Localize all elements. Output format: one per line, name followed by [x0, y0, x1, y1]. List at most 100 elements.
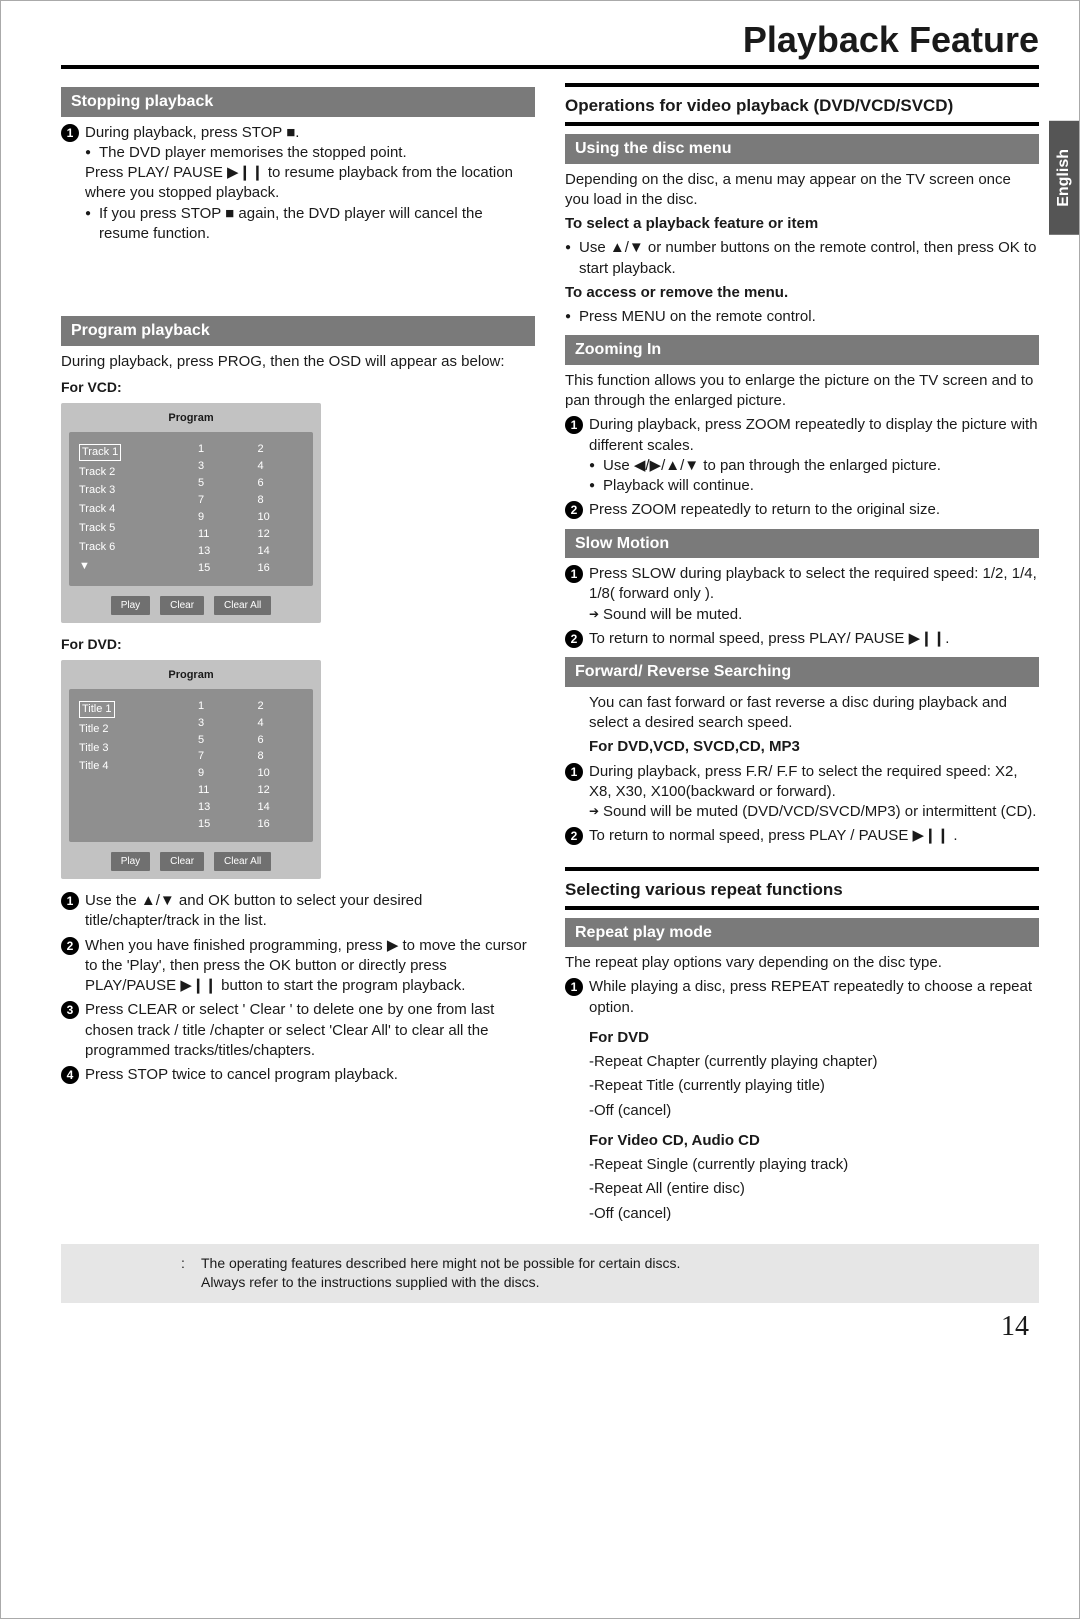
- text: If you press STOP ■ again, the DVD playe…: [85, 204, 535, 245]
- btn-clear-all: Clear All: [214, 852, 271, 872]
- cell: 4: [258, 716, 304, 731]
- bold-label: To select a playback feature or item: [565, 214, 1039, 234]
- cell: 12: [258, 527, 304, 542]
- heading-stopping: Stopping playback: [61, 87, 535, 117]
- text: When you have finished programming, pres…: [85, 937, 527, 995]
- cell: 11: [198, 527, 244, 542]
- right-column: Operations for video playback (DVD/VCD/S…: [565, 79, 1039, 1228]
- text: You can fast forward or fast reverse a d…: [589, 693, 1039, 734]
- heading-zoom: Zooming In: [565, 335, 1039, 365]
- num-grid: 12 34 56 78 910 1112 1314 1516: [198, 699, 303, 832]
- text: -Repeat All (entire disc): [589, 1179, 1039, 1199]
- left-column: Stopping playback 1 During playback, pre…: [61, 79, 535, 1228]
- title: Title 2: [79, 720, 184, 739]
- text: -Repeat Title (currently playing title): [589, 1076, 1039, 1096]
- stopping-step-1: 1 During playback, press STOP ■. The DVD…: [61, 123, 535, 245]
- btn-play: Play: [111, 596, 150, 616]
- bold-label: For DVD: [589, 1028, 1039, 1048]
- text: Playback will continue.: [589, 476, 1039, 496]
- two-column-layout: Stopping playback 1 During playback, pre…: [61, 79, 1039, 1228]
- cell: 10: [258, 510, 304, 525]
- scroll-down-icon: ▼: [79, 557, 184, 576]
- footer-note: : The operating features described here …: [61, 1244, 1039, 1303]
- cell: 2: [258, 699, 304, 714]
- cell: 8: [258, 493, 304, 508]
- cell: 14: [258, 800, 304, 815]
- text: -Off (cancel): [589, 1204, 1039, 1224]
- bold-label: For Video CD, Audio CD: [589, 1131, 1039, 1151]
- search-step-1: 1 During playback, press F.R/ F.F to sel…: [565, 762, 1039, 823]
- cell: 9: [198, 510, 244, 525]
- text: Press CLEAR or select ' Clear ' to delet…: [85, 1001, 494, 1059]
- text: Sound will be muted (DVD/VCD/SVCD/MP3) o…: [589, 802, 1039, 822]
- page-number: 14: [61, 1303, 1039, 1343]
- cell: 5: [198, 476, 244, 491]
- text: Press STOP twice to cancel program playb…: [85, 1066, 398, 1083]
- program-step-4: 4 Press STOP twice to cancel program play…: [61, 1065, 535, 1085]
- title: Title 3: [79, 739, 184, 758]
- text: Press MENU on the remote control.: [565, 307, 1039, 327]
- box-buttons: Play Clear Clear All: [69, 596, 313, 616]
- text: Use ◀/▶/▲/▼ to pan through the enlarged …: [589, 456, 1039, 476]
- cell: 6: [258, 476, 304, 491]
- track-list: Track 1 Track 2 Track 3 Track 4 Track 5 …: [79, 442, 184, 576]
- ops-heading: Operations for video playback (DVD/VCD/S…: [565, 95, 1039, 118]
- cell: 16: [258, 817, 304, 832]
- cell: 13: [198, 800, 244, 815]
- badge: 2: [565, 501, 583, 519]
- cell: 1: [198, 699, 244, 714]
- title-rule: [61, 65, 1039, 69]
- badge: 2: [61, 937, 79, 955]
- text: Depending on the disc, a menu may appear…: [565, 170, 1039, 211]
- cell: 2: [258, 442, 304, 457]
- text: The repeat play options vary depending o…: [565, 953, 1039, 973]
- text: The DVD player memorises the stopped poi…: [85, 143, 535, 163]
- program-box-vcd: Program Track 1 Track 2 Track 3 Track 4 …: [61, 403, 321, 623]
- program-intro: During playback, press PROG, then the OS…: [61, 352, 535, 372]
- zoom-step-2: 2Press ZOOM repeatedly to return to the …: [565, 500, 1039, 520]
- text: -Off (cancel): [589, 1101, 1039, 1121]
- cell: 8: [258, 749, 304, 764]
- bold-label: For DVD,VCD, SVCD,CD, MP3: [589, 737, 1039, 757]
- text: -Repeat Single (currently playing track): [589, 1155, 1039, 1175]
- program-step-2: 2 When you have finished programming, pre…: [61, 936, 535, 997]
- btn-clear-all: Clear All: [214, 596, 271, 616]
- cell: 3: [198, 459, 244, 474]
- btn-play: Play: [111, 852, 150, 872]
- label-for-dvd: For DVD:: [61, 635, 535, 654]
- badge: 2: [565, 630, 583, 648]
- btn-clear: Clear: [160, 852, 204, 872]
- badge: 4: [61, 1066, 79, 1084]
- cell: 3: [198, 716, 244, 731]
- text: During playback, press STOP ■.: [85, 123, 535, 143]
- rule: [565, 122, 1039, 126]
- cell: 7: [198, 749, 244, 764]
- rule: [565, 83, 1039, 87]
- cell: 14: [258, 544, 304, 559]
- badge: 1: [565, 416, 583, 434]
- cell: 5: [198, 733, 244, 748]
- box-title: Program: [69, 668, 313, 683]
- colon-icon: :: [181, 1254, 185, 1274]
- track: Track 2: [79, 463, 184, 482]
- badge: 1: [565, 565, 583, 583]
- cell: 15: [198, 561, 244, 576]
- repeat-step-1: 1While playing a disc, press REPEAT repe…: [565, 977, 1039, 1018]
- badge: 3: [61, 1001, 79, 1019]
- cell: 13: [198, 544, 244, 559]
- cell: 9: [198, 766, 244, 781]
- cell: 7: [198, 493, 244, 508]
- manual-page: Playback Feature English Stopping playba…: [0, 0, 1080, 1619]
- text: -Repeat Chapter (currently playing chapt…: [589, 1052, 1039, 1072]
- heading-program: Program playback: [61, 316, 535, 346]
- page-title: Playback Feature: [61, 1, 1039, 65]
- footer-line-1: The operating features described here mi…: [201, 1254, 1019, 1274]
- badge-1: 1: [61, 124, 79, 142]
- text: Sound will be muted.: [589, 605, 1039, 625]
- heading-slow: Slow Motion: [565, 529, 1039, 559]
- program-step-1: 1Use the ▲/▼ and OK button to select you…: [61, 891, 535, 932]
- num-grid: 12 34 56 78 910 1112 1314 1516: [198, 442, 303, 576]
- text: Use ▲/▼ or number buttons on the remote …: [565, 238, 1039, 279]
- slow-step-1: 1 Press SLOW during playback to select t…: [565, 564, 1039, 625]
- text: To return to normal speed, press PLAY/ P…: [589, 630, 949, 647]
